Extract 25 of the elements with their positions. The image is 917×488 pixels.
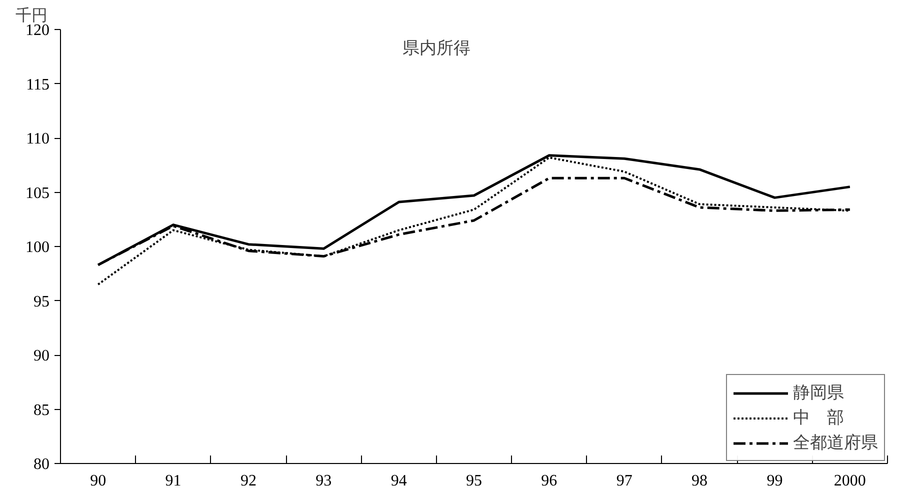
y-tick-label: 100: [26, 239, 50, 256]
x-tick-label: 93: [316, 472, 332, 488]
legend-label: 静岡県: [793, 382, 844, 404]
legend-label: 全都道府県: [793, 432, 878, 454]
x-tick-label: 97: [616, 472, 632, 488]
y-tick-label: 90: [34, 348, 50, 364]
y-tick-label: 85: [34, 402, 50, 419]
x-tick-label: 92: [240, 472, 256, 488]
text: 県内所得: [402, 38, 470, 58]
x-tick-label: 99: [766, 472, 783, 488]
y-tick-label: 120: [26, 22, 50, 39]
x-tick-label: 98: [692, 472, 708, 488]
y-tick-label: 80: [34, 456, 50, 473]
y-tick-label: 95: [34, 293, 50, 310]
y-tick-label: 110: [26, 130, 50, 148]
x-tick-label: 95: [466, 472, 482, 488]
x-tick-label: 91: [165, 472, 182, 488]
x-tick-label: 90: [90, 472, 106, 488]
y-axis-title: 千円: [16, 6, 48, 24]
y-tick-label: 115: [26, 76, 50, 94]
x-tick-label: 2000: [834, 472, 866, 488]
legend-label: 中 部: [793, 407, 844, 429]
x-tick-label: 96: [541, 472, 558, 488]
x-tick-label: 94: [390, 472, 407, 488]
y-tick-label: 105: [26, 184, 50, 202]
